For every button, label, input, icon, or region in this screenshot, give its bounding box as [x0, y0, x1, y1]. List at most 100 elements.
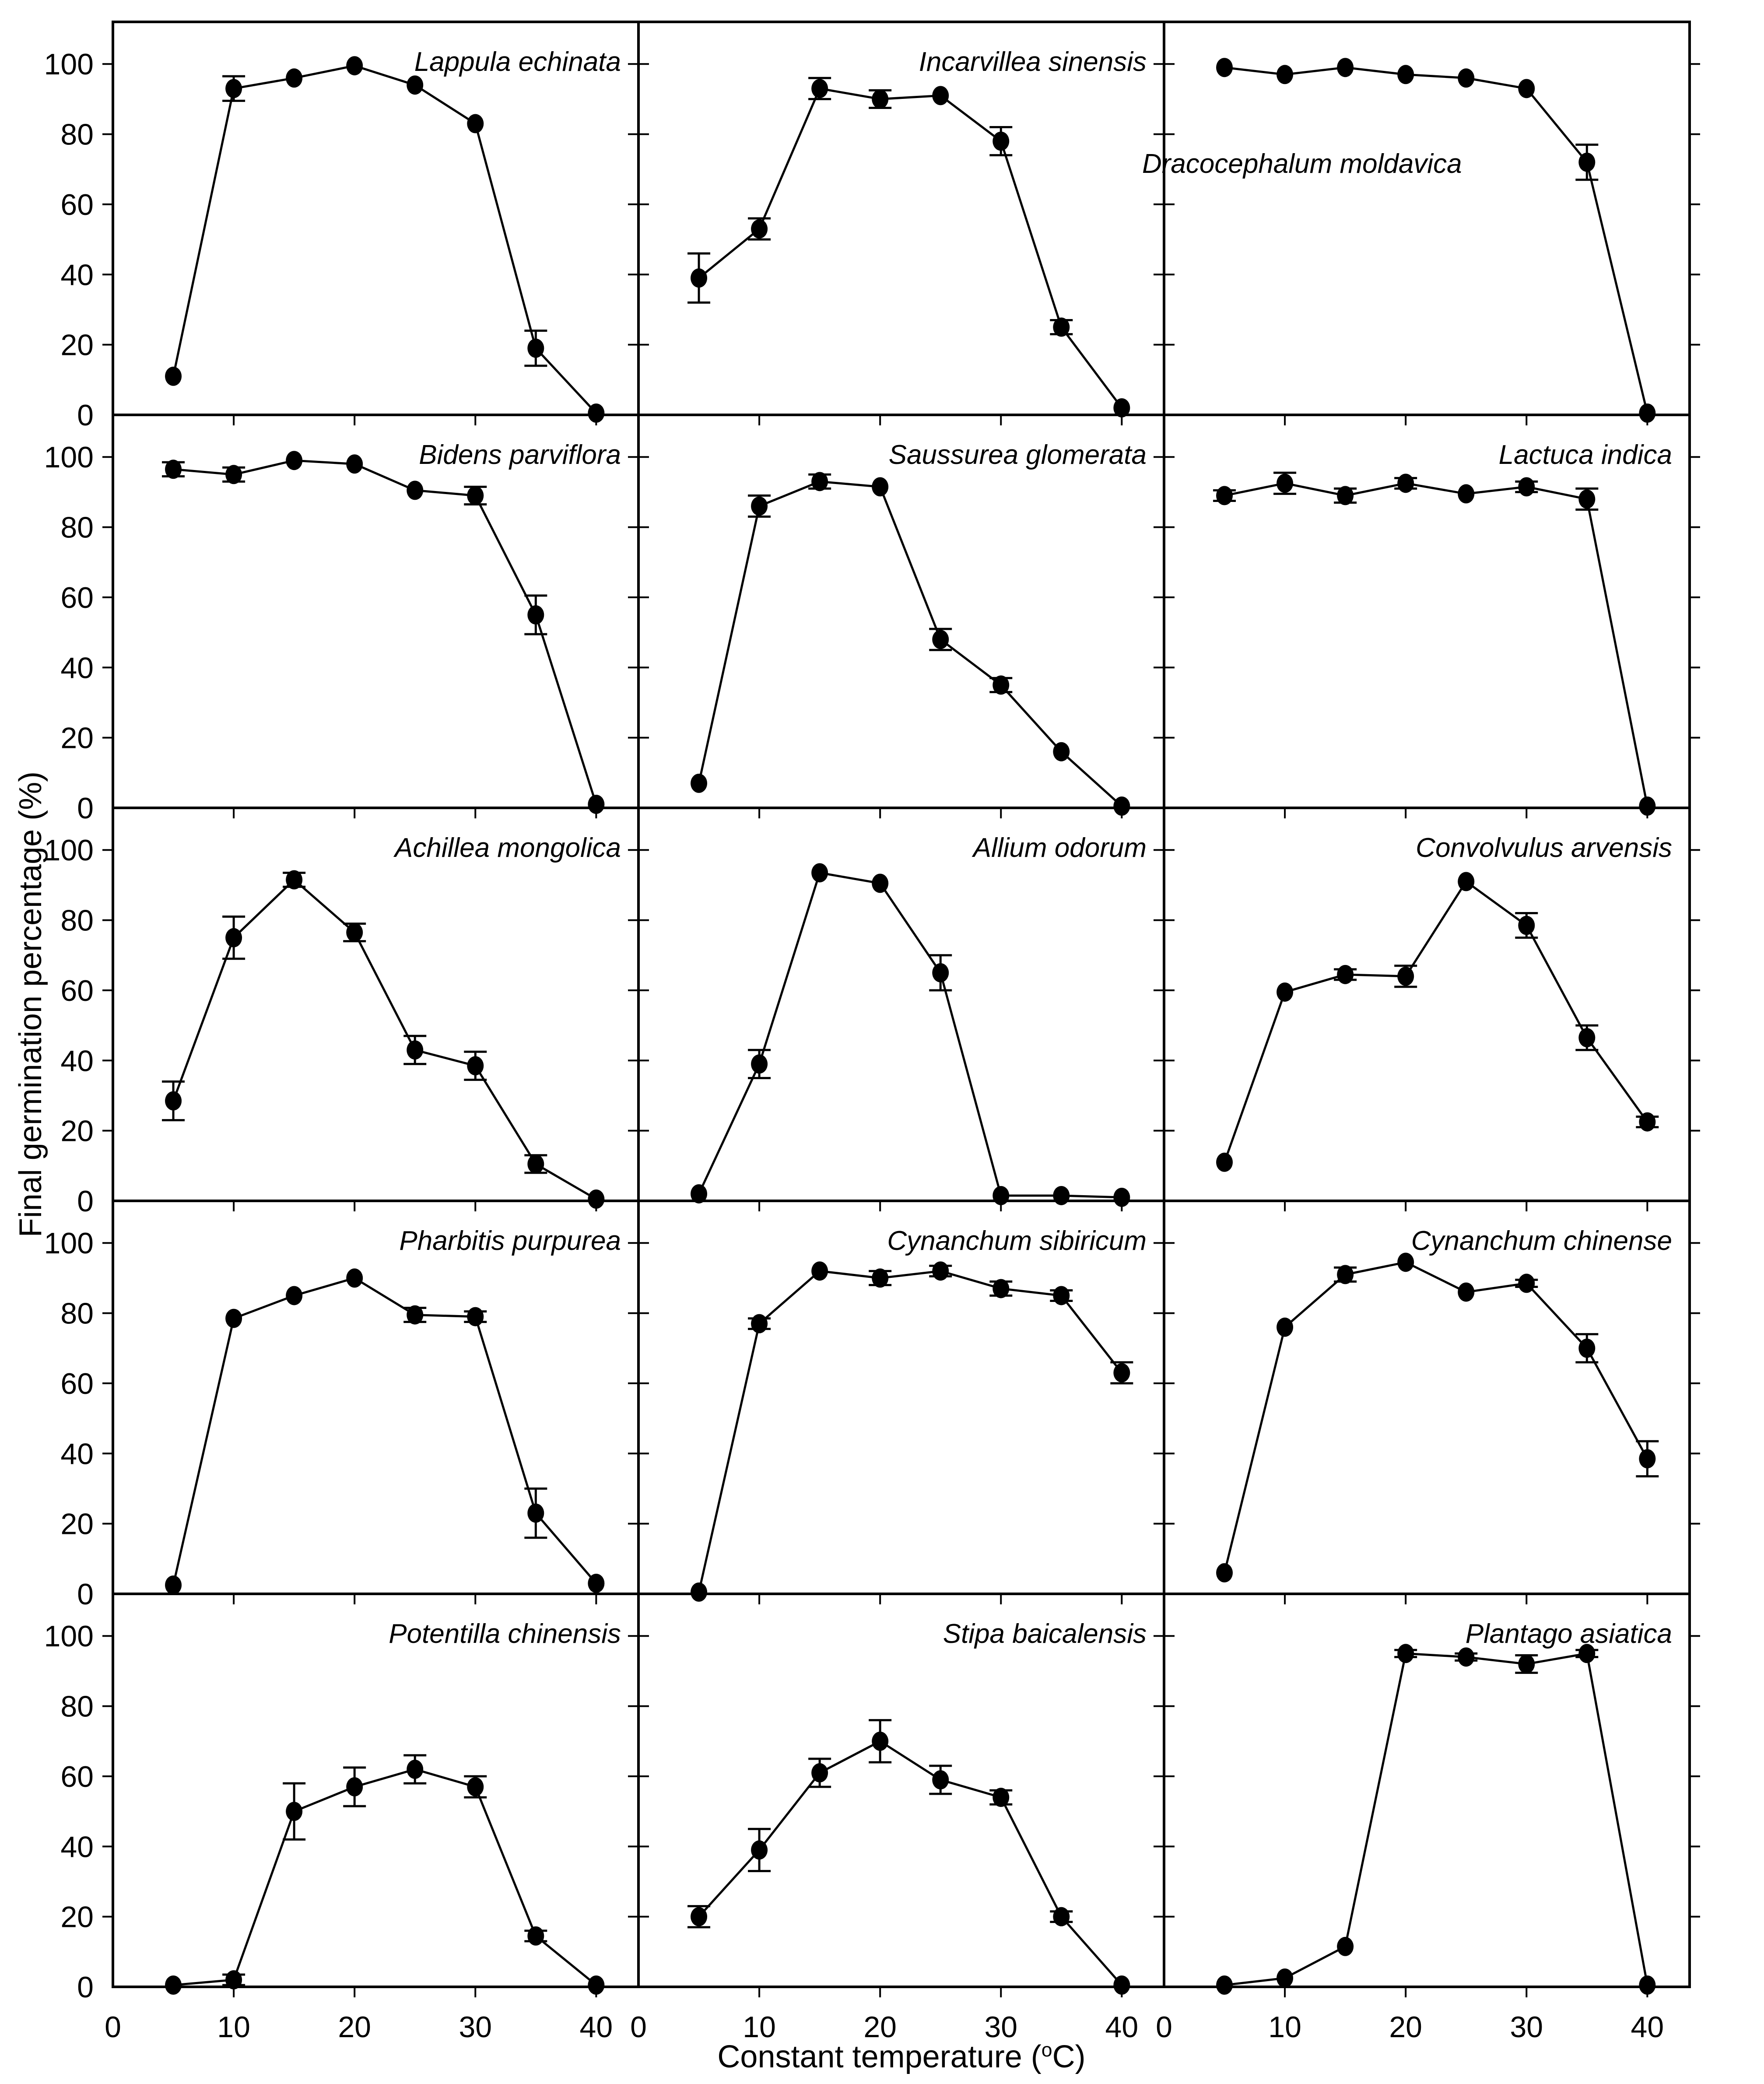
data-point [1113, 1975, 1130, 1995]
data-point [1639, 1112, 1656, 1132]
panel-border [637, 21, 1165, 416]
data-point [346, 1777, 363, 1796]
panel-border [1163, 414, 1691, 809]
x-tick-label: 20 [1389, 2010, 1422, 2044]
data-point [588, 1189, 605, 1209]
y-tick-label: 40 [60, 1830, 94, 1863]
data-point [527, 338, 544, 358]
y-tick-label: 40 [60, 1044, 94, 1077]
data-point [346, 1268, 363, 1288]
species-title: Bidens parviflora [419, 440, 621, 470]
x-tick-label: 40 [580, 2010, 613, 2044]
data-point [992, 675, 1010, 695]
data-point [286, 451, 303, 470]
series-line [1223, 880, 1648, 1163]
panel-bidens-parviflora: 100 80 60 40 20 0 Bidens parviflora [44, 414, 649, 825]
data-point [407, 1305, 424, 1325]
data-point [1277, 1968, 1294, 1988]
data-point [872, 1268, 889, 1288]
y-tick-label: 40 [60, 258, 94, 291]
y-tick-label: 60 [60, 188, 94, 221]
species-title: Saussurea glomerata [889, 440, 1147, 470]
data-point [1113, 1187, 1130, 1207]
data-point [751, 1840, 768, 1860]
data-point [691, 268, 708, 288]
data-point [1639, 403, 1656, 423]
data-point [992, 1186, 1010, 1205]
series-line [698, 1270, 1123, 1593]
data-point [286, 68, 303, 88]
y-tick-label: 20 [60, 1508, 94, 1541]
series-line [698, 87, 1123, 409]
species-title: Lappula echinata [414, 47, 621, 77]
data-point [286, 870, 303, 890]
data-point [1639, 1449, 1656, 1469]
panel-border [637, 807, 1165, 1202]
panel-border [637, 414, 1165, 809]
data-point [1397, 65, 1414, 84]
species-title: Pharbitis purpurea [399, 1226, 621, 1256]
data-point [1337, 486, 1354, 505]
data-point [811, 1261, 828, 1281]
species-title: Allium odorum [971, 833, 1147, 863]
panel-border [112, 807, 640, 1202]
data-point [1578, 1644, 1596, 1663]
y-tick-label: 20 [60, 722, 94, 755]
data-point [751, 1054, 768, 1074]
data-point [1277, 1317, 1294, 1337]
data-point [467, 1307, 484, 1326]
data-point [1397, 1253, 1414, 1272]
data-point [1397, 474, 1414, 493]
y-tick-label: 100 [44, 441, 94, 474]
data-point [346, 454, 363, 474]
data-point [225, 465, 242, 484]
data-point [1053, 1286, 1070, 1305]
x-tick-label: 20 [338, 2010, 371, 2044]
data-point [467, 114, 484, 133]
data-point [1578, 1338, 1596, 1358]
data-point [932, 1261, 949, 1281]
x-tick-label: 10 [1268, 2010, 1301, 2044]
data-point [751, 1314, 768, 1333]
y-tick-label: 20 [60, 1115, 94, 1148]
data-point [932, 963, 949, 982]
data-point [691, 773, 708, 793]
data-point [1639, 1975, 1656, 1995]
data-point [407, 481, 424, 500]
data-point [992, 1788, 1010, 1807]
species-title: Plantago asiatica [1466, 1619, 1672, 1649]
data-point [691, 1582, 708, 1602]
data-point [751, 496, 768, 516]
data-point [1458, 872, 1475, 891]
data-point [1216, 1152, 1233, 1172]
data-point [1277, 474, 1294, 493]
data-point [1053, 1907, 1070, 1926]
panel-border [1163, 21, 1691, 416]
data-point [872, 477, 889, 497]
x-tick-label: 10 [217, 2010, 250, 2044]
data-point [165, 1575, 182, 1595]
x-tick-label: 10 [743, 2010, 776, 2044]
data-point [811, 79, 828, 98]
species-title: Convolvulus arvensis [1416, 833, 1672, 863]
data-point [225, 1970, 242, 1989]
data-point [1337, 1265, 1354, 1284]
series-line [172, 878, 597, 1200]
panel-incarvillea-sinensis: Incarvillea sinensis [628, 21, 1175, 425]
data-point [346, 923, 363, 942]
data-point [1518, 1274, 1535, 1293]
x-axis-title-prefix: Constant temperature ( [717, 2039, 1042, 2074]
data-point [1458, 68, 1475, 88]
panel-border [1163, 807, 1691, 1202]
data-point [1216, 1975, 1233, 1995]
data-point [1337, 58, 1354, 77]
y-tick-label: 80 [60, 904, 94, 937]
y-tick-label: 100 [44, 1620, 94, 1653]
data-point [992, 1279, 1010, 1298]
x-tick-label: 30 [984, 2010, 1017, 2044]
series-line [1223, 1261, 1648, 1573]
data-point [932, 86, 949, 105]
data-point [225, 928, 242, 947]
data-point [588, 1573, 605, 1593]
